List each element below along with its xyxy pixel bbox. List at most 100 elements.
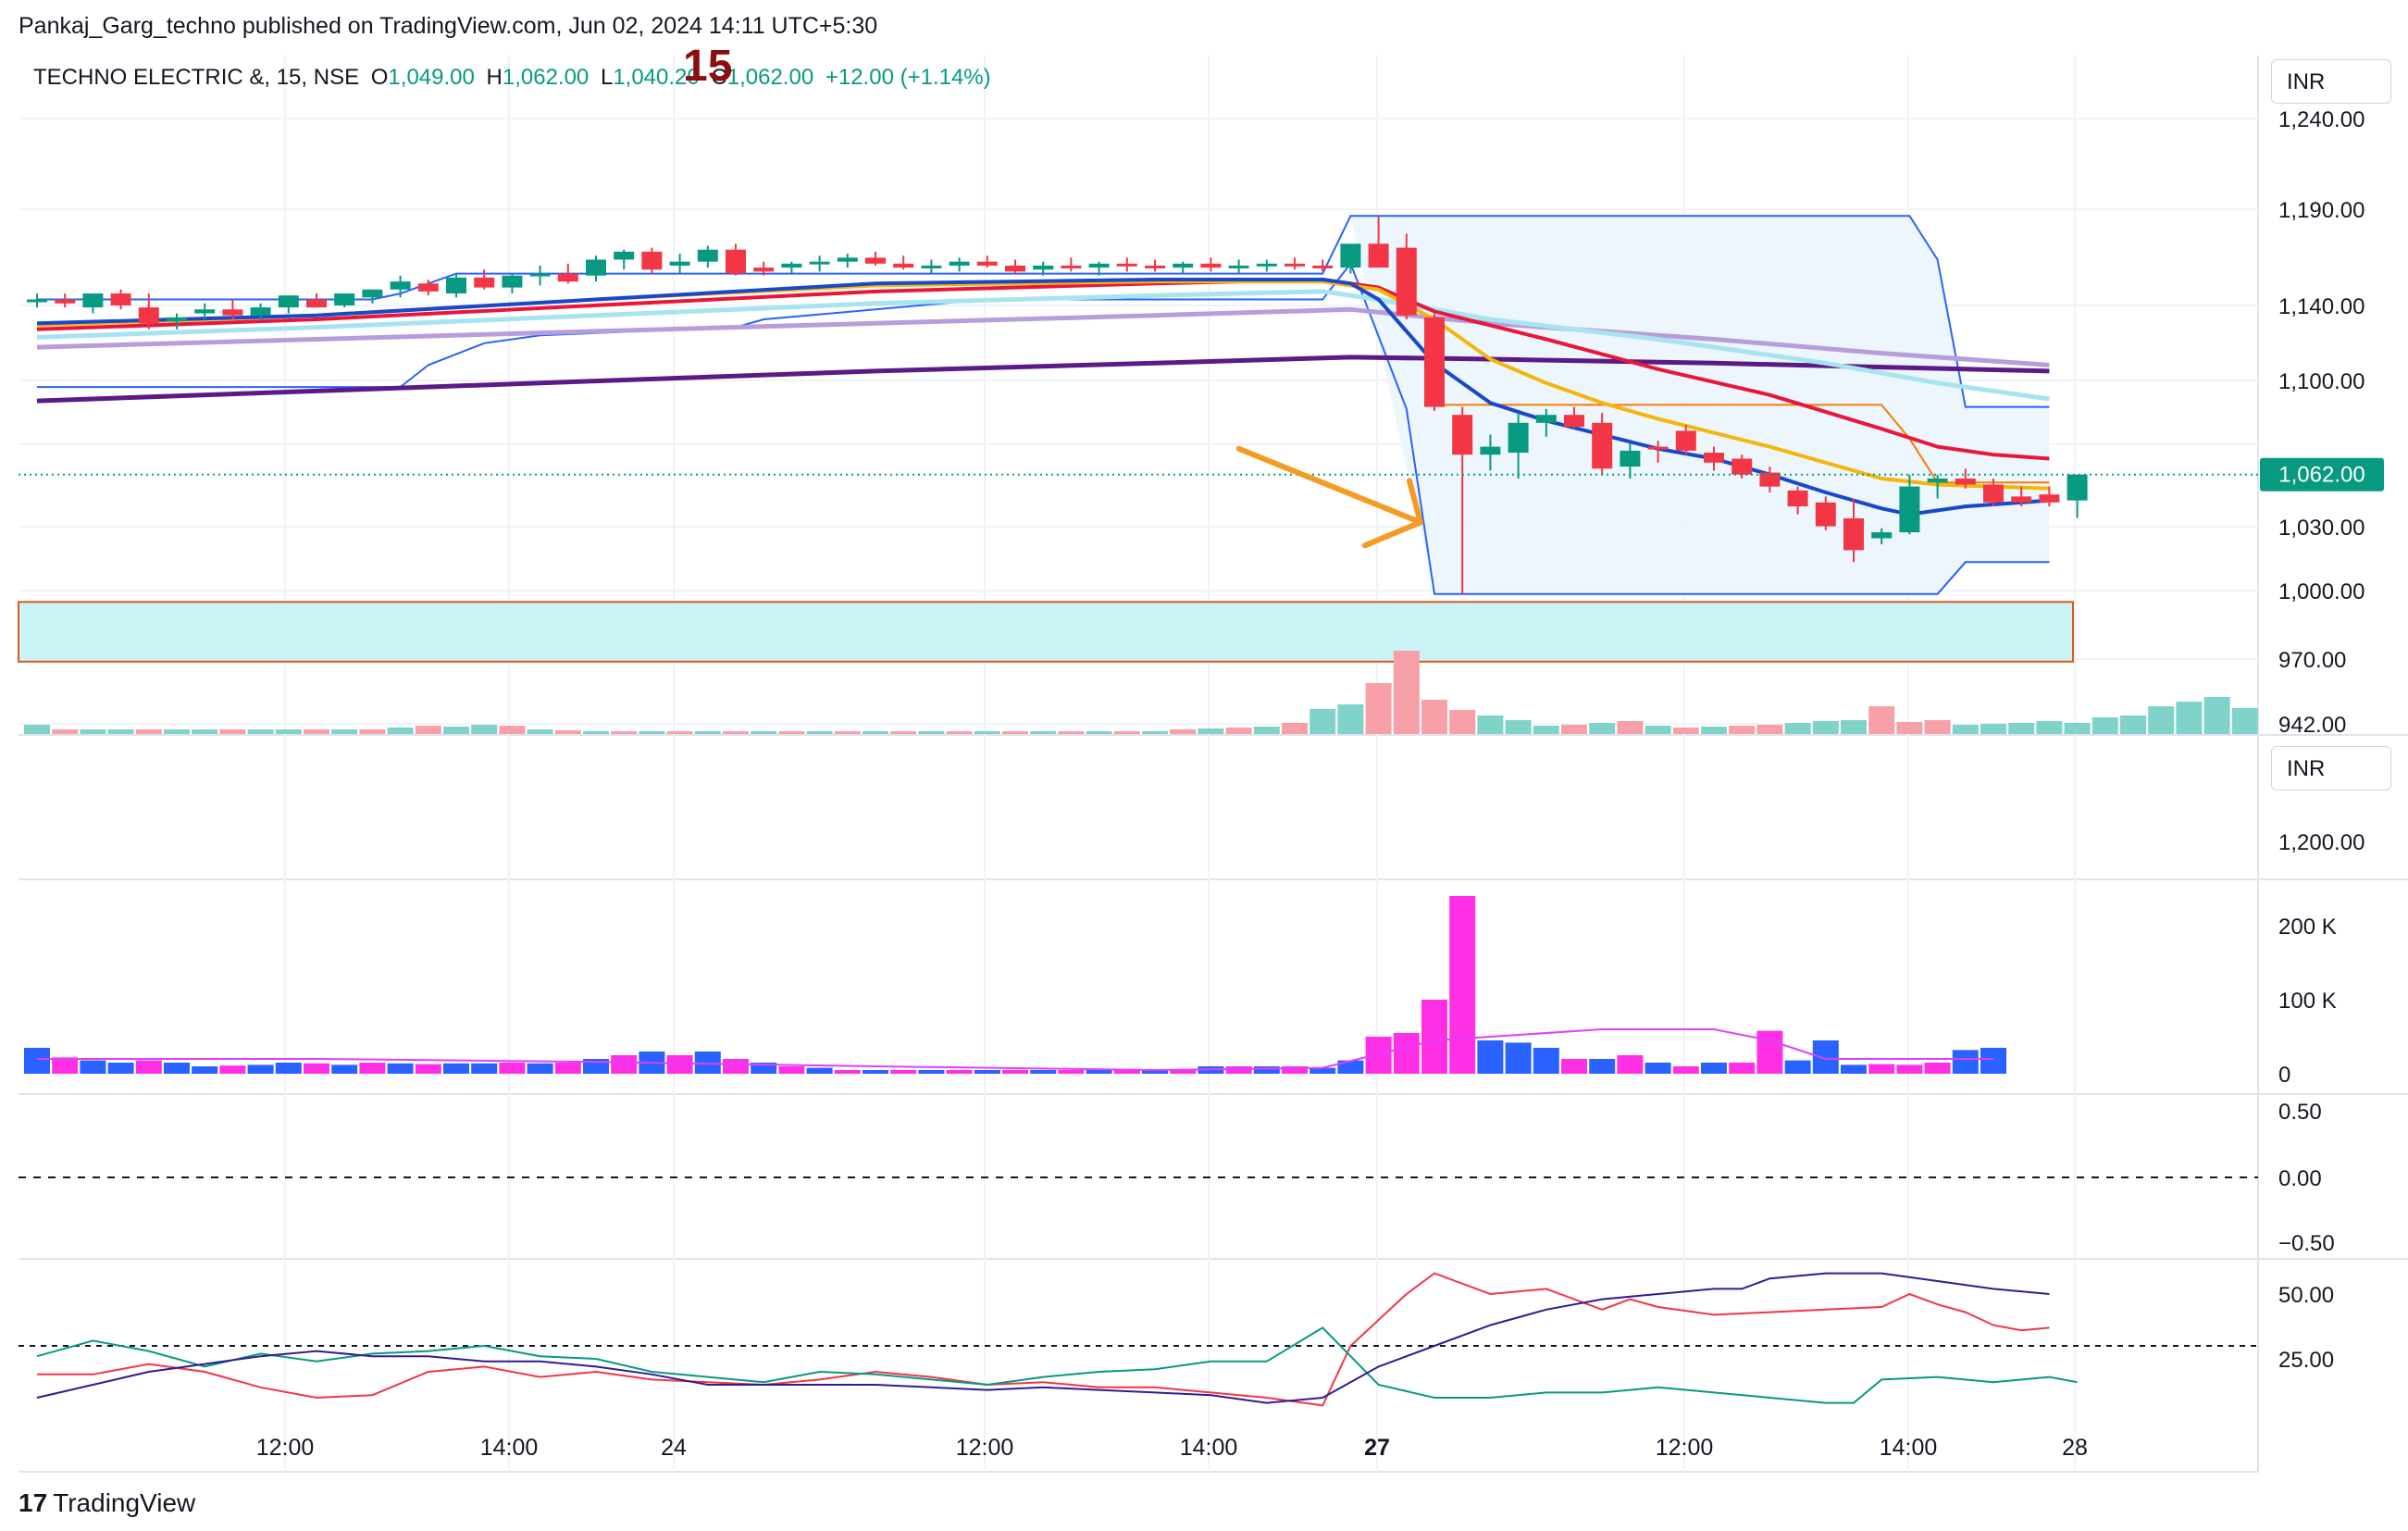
volume-bar[interactable] (331, 1064, 358, 1074)
candle-body[interactable] (1843, 518, 1864, 551)
time-axis[interactable]: 12:00 14:00 24 12:00 14:00 27 12:00 14:00 28 (256, 1435, 2088, 1461)
volume-bar[interactable] (778, 1066, 805, 1074)
volume-bar[interactable] (247, 1064, 274, 1074)
candle-body[interactable] (753, 268, 775, 272)
volume-bar[interactable] (1812, 1040, 1839, 1074)
volume-bar[interactable] (1225, 1066, 1252, 1074)
candle-body[interactable] (222, 309, 243, 316)
price-axis[interactable]: 1,062.00 1,240.00 1,190.00 1,140.00 1,100.00… (2260, 107, 2384, 1373)
candle-body[interactable] (278, 295, 299, 308)
candle-body[interactable] (1675, 430, 1696, 451)
candle-body[interactable] (474, 277, 495, 288)
candle-body[interactable] (334, 293, 355, 305)
candle-body[interactable] (781, 263, 802, 268)
candle-body[interactable] (557, 273, 578, 282)
volume-bar[interactable] (499, 1063, 526, 1074)
volume-bar[interactable] (1030, 1070, 1057, 1074)
candle-body[interactable] (1228, 265, 1249, 268)
candle-body[interactable] (1955, 479, 1976, 485)
volume-bar[interactable] (1896, 1064, 1923, 1074)
candle-body[interactable] (1061, 265, 1082, 268)
ema-lavender-line[interactable] (36, 306, 2050, 367)
candle-body[interactable] (1704, 453, 1724, 463)
candle-body[interactable] (865, 257, 886, 264)
volume-bar[interactable] (443, 1063, 469, 1074)
candle-body[interactable] (55, 299, 76, 304)
volume-bar[interactable] (974, 1070, 1000, 1074)
volume-bar[interactable] (1058, 1070, 1085, 1074)
candle-body[interactable] (1787, 490, 1808, 507)
volume-bar[interactable] (1505, 1042, 1532, 1074)
volume-bar[interactable] (890, 1070, 917, 1074)
volume-bar[interactable] (1113, 1070, 1140, 1074)
volume-bar[interactable] (1253, 1066, 1280, 1074)
volume-bar[interactable] (1142, 1070, 1168, 1074)
candle-body[interactable] (502, 275, 523, 288)
candle-body[interactable] (82, 293, 104, 308)
volume-ma-line[interactable] (37, 1028, 1993, 1072)
candle-body[interactable] (2067, 474, 2088, 501)
support-zone[interactable] (18, 601, 2074, 663)
dmi-pane[interactable] (19, 1272, 2258, 1407)
volume-bar[interactable] (1952, 1050, 1979, 1074)
currency-button-price[interactable]: INR (2271, 59, 2391, 104)
ema-blue-line[interactable] (36, 278, 2050, 517)
volume-bar[interactable] (275, 1063, 302, 1074)
candle-body[interactable] (167, 317, 187, 322)
candle-body[interactable] (1815, 502, 1836, 527)
volume-bar[interactable] (1310, 1067, 1336, 1074)
candle-body[interactable] (1508, 422, 1529, 454)
candle-body[interactable] (1592, 422, 1613, 469)
candle-body[interactable] (837, 257, 858, 262)
candle-body[interactable] (306, 299, 327, 308)
candle-body[interactable] (949, 261, 970, 266)
volume-bar[interactable] (1365, 1037, 1392, 1074)
volume-bar[interactable] (415, 1064, 441, 1074)
volume-bar[interactable] (1868, 1064, 1895, 1074)
candle-body[interactable] (1200, 263, 1222, 268)
ema-red-line[interactable] (36, 278, 2050, 461)
candle-body[interactable] (1620, 450, 1641, 467)
candle-body[interactable] (1983, 484, 2004, 503)
candle-body[interactable] (138, 307, 159, 324)
adx-line[interactable] (36, 1272, 2050, 1404)
candle-body[interactable] (1173, 263, 1194, 268)
candle-body[interactable] (921, 265, 942, 268)
ema-purple-line[interactable] (36, 355, 2050, 404)
candle-body[interactable] (250, 307, 271, 316)
price-pane[interactable] (18, 215, 2258, 734)
volume-bar[interactable] (471, 1063, 498, 1074)
candle-body[interactable] (1145, 265, 1165, 268)
volume-bar[interactable] (1980, 1048, 2006, 1074)
candle-body[interactable] (1256, 263, 1277, 267)
volume-bar[interactable] (219, 1065, 246, 1074)
volume-bar[interactable] (1589, 1059, 1616, 1074)
candle-body[interactable] (669, 261, 690, 266)
channel-upper-line[interactable] (37, 215, 2050, 408)
candle-body[interactable] (1732, 458, 1753, 475)
volume-bar[interactable] (52, 1057, 79, 1074)
candle-body[interactable] (2011, 496, 2032, 503)
candle-body[interactable] (1116, 263, 1137, 267)
candle-body[interactable] (586, 259, 606, 276)
volume-bar[interactable] (1561, 1059, 1587, 1074)
volume-bar[interactable] (387, 1063, 414, 1074)
candle-body[interactable] (194, 309, 216, 314)
candle-body[interactable] (27, 299, 47, 303)
candle-body[interactable] (390, 281, 411, 290)
volume-bar[interactable] (1282, 1066, 1308, 1074)
volume-bar[interactable] (192, 1066, 218, 1074)
volume-bar[interactable] (1002, 1070, 1028, 1074)
candle-body[interactable] (1312, 265, 1334, 268)
candle-body[interactable] (1452, 415, 1473, 455)
candle-body[interactable] (446, 277, 466, 294)
candle-body[interactable] (417, 283, 439, 292)
volume-bar[interactable] (666, 1055, 693, 1074)
volume-bar[interactable] (1784, 1060, 1811, 1074)
volume-bar[interactable] (834, 1070, 861, 1074)
volume-bar[interactable] (1449, 896, 1476, 1074)
candle-body[interactable] (1759, 472, 1781, 487)
volume-bar[interactable] (80, 1060, 106, 1074)
volume-bar[interactable] (1672, 1066, 1699, 1074)
